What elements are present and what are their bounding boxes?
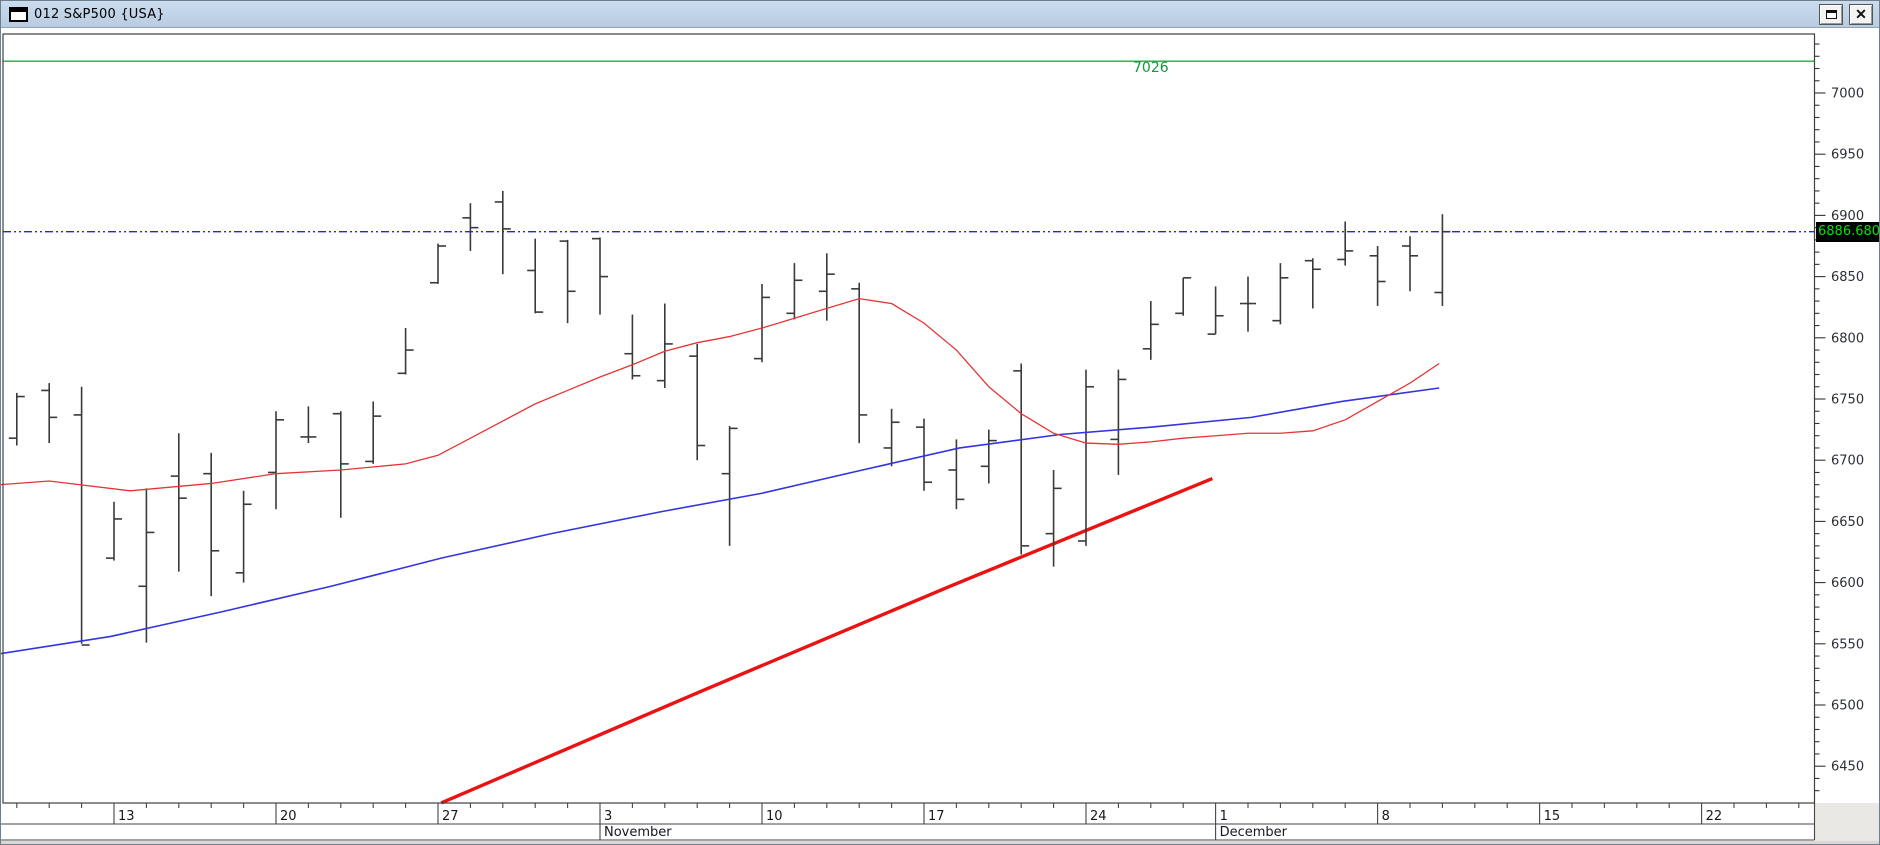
- ohlc-bar: [592, 237, 608, 315]
- date-axis[interactable]: 13 20 27 3 10 17 24 1 8 15 22 November December: [1, 803, 1816, 841]
- ohlc-bar: [527, 238, 544, 314]
- ohlc-bar: [462, 203, 479, 251]
- ohlc-bar: [1304, 258, 1321, 309]
- svg-text:6850: 6850: [1831, 270, 1864, 285]
- svg-text:6500: 6500: [1831, 699, 1864, 714]
- price-axis[interactable]: 6450 6500 6550 6600 6650 6700 6750 6800 6850 6900…: [1814, 43, 1865, 792]
- svg-text:1: 1: [1220, 809, 1228, 824]
- ohlc-bar: [1272, 263, 1289, 325]
- svg-text:6950: 6950: [1831, 148, 1864, 163]
- svg-text:6600: 6600: [1831, 576, 1864, 591]
- resistance-level-label: 7026: [1133, 60, 1169, 76]
- ohlc-bars: [8, 190, 1451, 646]
- ohlc-bar: [138, 488, 155, 643]
- close-button[interactable]: ✕: [1849, 3, 1873, 25]
- svg-text:8: 8: [1382, 809, 1390, 824]
- ohlc-bar: [268, 411, 284, 510]
- ohlc-bar: [851, 282, 868, 444]
- ohlc-bar: [883, 408, 900, 467]
- ohlc-bar: [786, 263, 803, 320]
- ohlc-bar: [73, 386, 90, 646]
- svg-text:20: 20: [280, 809, 297, 824]
- maximize-button[interactable]: [1819, 3, 1843, 25]
- ohlc-bar: [300, 406, 317, 444]
- svg-text:6700: 6700: [1831, 454, 1864, 469]
- window-controls: ✕: [1819, 3, 1875, 25]
- svg-text:24: 24: [1090, 809, 1107, 824]
- ohlc-bar: [397, 328, 414, 375]
- ohlc-bar: [203, 452, 220, 597]
- trend-line: [440, 476, 1214, 805]
- ohlc-bar: [1240, 276, 1256, 332]
- ma-slow-line: [1, 387, 1440, 655]
- svg-text:6750: 6750: [1831, 393, 1864, 408]
- last-price-label: 6886.680: [1816, 222, 1879, 242]
- ohlc-bar: [41, 383, 58, 444]
- ohlc-bar: [980, 429, 997, 484]
- svg-text:13: 13: [118, 809, 135, 824]
- svg-text:17: 17: [928, 809, 945, 824]
- ohlc-bar: [430, 243, 446, 284]
- ohlc-bar: [1110, 369, 1127, 475]
- svg-text:6450: 6450: [1831, 760, 1864, 775]
- ohlc-bar: [235, 490, 252, 583]
- ohlc-bar: [106, 501, 122, 561]
- ohlc-bar: [721, 425, 738, 546]
- ohlc-bar: [1207, 286, 1224, 335]
- svg-text:7000: 7000: [1831, 87, 1864, 102]
- ohlc-bar: [8, 392, 25, 446]
- ohlc-bar: [689, 343, 706, 461]
- svg-text:6900: 6900: [1831, 209, 1864, 224]
- svg-text:15: 15: [1544, 809, 1561, 824]
- svg-text:6550: 6550: [1831, 637, 1864, 652]
- svg-text:22: 22: [1706, 809, 1723, 824]
- maximize-icon: [1825, 9, 1837, 19]
- ma-fast-line: [1, 297, 1440, 492]
- ohlc-bar: [1045, 469, 1062, 567]
- window-icon: [9, 6, 28, 22]
- ohlc-bar: [818, 253, 835, 321]
- titlebar[interactable]: 012 S&P500 {USA} ✕: [1, 1, 1879, 28]
- ohlc-bar: [1078, 369, 1094, 546]
- svg-text:27: 27: [442, 809, 459, 824]
- ohlc-bar: [1337, 221, 1354, 266]
- price-chart[interactable]: 6450 6500 6550 6600 6650 6700 6750 6800 6850 6900…: [1, 28, 1880, 845]
- svg-text:10: 10: [766, 809, 783, 824]
- ohlc-bar: [332, 411, 349, 518]
- ohlc-bar: [656, 303, 673, 388]
- close-icon: ✕: [1855, 6, 1867, 22]
- svg-text:December: December: [1220, 825, 1288, 840]
- ohlc-bar: [624, 314, 641, 380]
- ohlc-bar: [1402, 236, 1418, 292]
- svg-text:6650: 6650: [1831, 515, 1864, 530]
- svg-text:November: November: [604, 825, 672, 840]
- svg-text:3: 3: [604, 809, 612, 824]
- ohlc-bar: [1013, 363, 1030, 555]
- ohlc-bar: [1369, 246, 1386, 306]
- ohlc-bar: [1142, 301, 1159, 360]
- ohlc-bar: [559, 239, 576, 324]
- ohlc-bar: [948, 439, 965, 510]
- window-title: 012 S&P500 {USA}: [34, 6, 165, 22]
- ohlc-bar: [170, 433, 187, 572]
- ohlc-bar: [1175, 277, 1192, 316]
- svg-text:6800: 6800: [1831, 331, 1864, 346]
- ohlc-bar: [916, 418, 932, 491]
- chart-frame: [2, 33, 1816, 804]
- ohlc-bar: [754, 283, 770, 363]
- ohlc-bar: [365, 401, 382, 464]
- ohlc-bar: [494, 190, 511, 275]
